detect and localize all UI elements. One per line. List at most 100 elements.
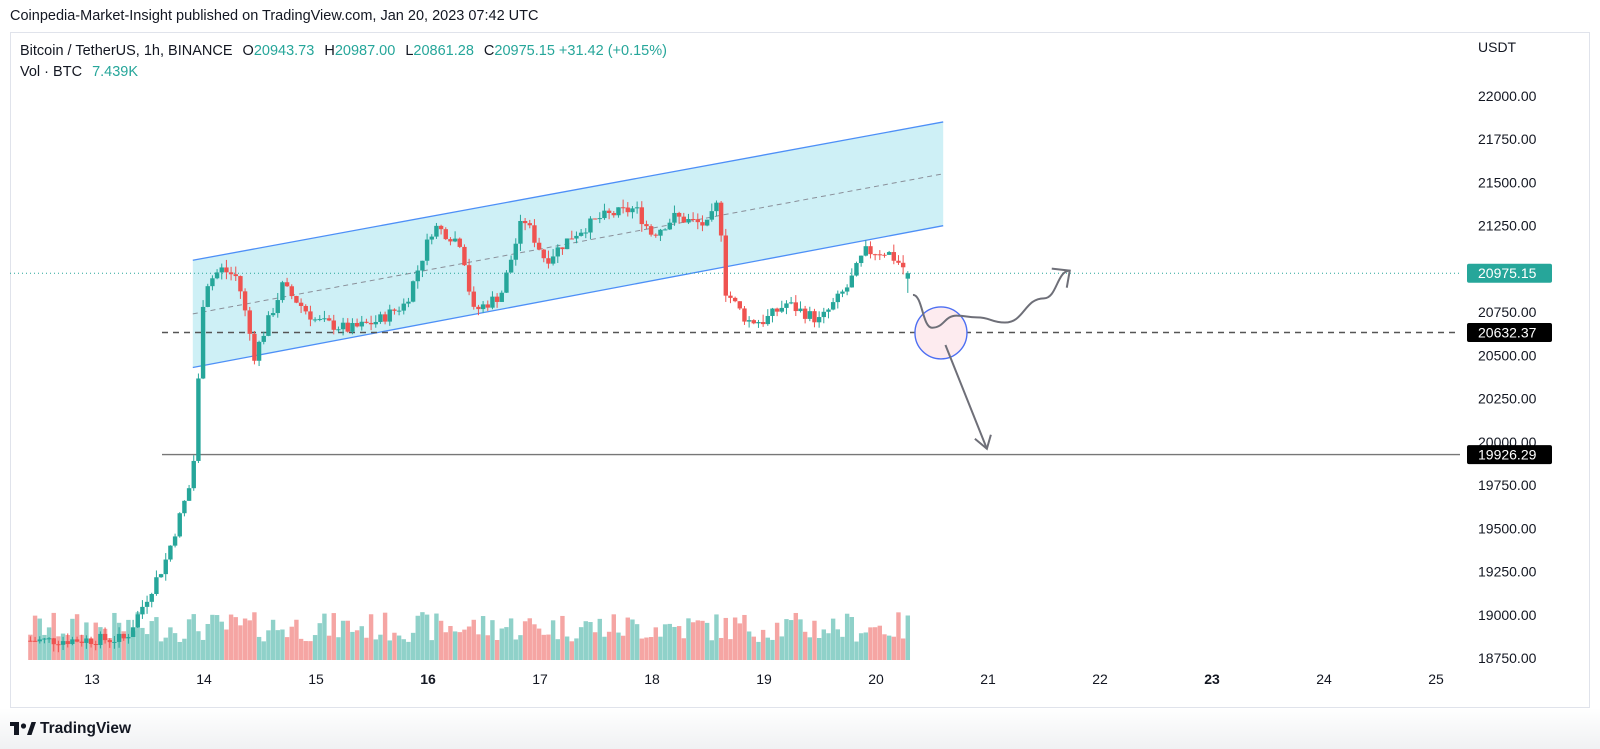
volume-label[interactable]: Vol · BTC [20, 64, 83, 80]
price-axis: USDT 22000.00 21750.00 21500.00 21250.00 2075… [1478, 39, 1537, 666]
volume-bar [312, 635, 318, 660]
candle-body [462, 246, 467, 266]
volume-bar [602, 636, 607, 660]
volume-bar [886, 635, 892, 660]
candle-body [770, 308, 775, 316]
level-tag-1-bg [1467, 445, 1552, 465]
volume-bar [868, 627, 873, 660]
volume-bar [667, 623, 672, 660]
volume-bar [662, 624, 668, 660]
volume-bar [336, 637, 341, 660]
volume-bar [756, 641, 761, 660]
candle-body [779, 307, 784, 312]
candle-body [56, 644, 61, 646]
volume-bar [317, 623, 322, 660]
candle-body [102, 633, 108, 641]
volume-bar [308, 641, 313, 660]
volume-bar [140, 627, 145, 660]
volume-bar [135, 612, 140, 660]
candle-body [336, 329, 341, 331]
volume-bar [322, 613, 327, 660]
volume-bar [826, 633, 831, 660]
volume-bar [168, 627, 173, 660]
candle-body [877, 254, 883, 256]
candle-body [438, 225, 444, 230]
candle-body [863, 246, 869, 256]
candle-body [280, 282, 285, 301]
candle-body [508, 259, 514, 273]
price-tick-label: 18750.00 [1478, 650, 1537, 666]
time-tick-label: 15 [308, 671, 324, 687]
volume-bar [406, 641, 411, 660]
volume-bar [289, 626, 294, 660]
volume-bar [611, 614, 616, 660]
candle-body [499, 292, 504, 302]
volume-bar [476, 634, 481, 660]
volume-bar [359, 626, 364, 660]
candle-body [606, 210, 612, 214]
symbol-label[interactable]: Bitcoin / TetherUS, 1h, BINANCE [20, 43, 233, 59]
volume-bar [191, 614, 196, 660]
tradingview-logo[interactable]: TradingView [10, 720, 131, 738]
volume-bar [79, 634, 84, 660]
bearish-arrow-head [974, 434, 992, 451]
legend-ohlc-row: Bitcoin / TetherUS, 1h, BINANCE O20943.7… [20, 41, 667, 62]
volume-bar [578, 627, 584, 660]
volume-bar [807, 637, 812, 660]
volume-bar [700, 620, 705, 660]
volume-bar [690, 622, 696, 660]
time-tick-label: 14 [196, 671, 212, 687]
candle-body [886, 252, 892, 255]
volume-bar [816, 637, 822, 660]
candle-body [154, 577, 159, 594]
candle-body [546, 258, 551, 264]
channel-lower-line [192, 225, 944, 369]
time-tick-label: 23 [1204, 671, 1220, 687]
candle-body [816, 317, 822, 323]
candle-body [588, 218, 593, 233]
chart-legend: Bitcoin / TetherUS, 1h, BINANCE O20943.7… [20, 41, 667, 83]
volume-bar [770, 639, 775, 660]
candle-body [522, 220, 528, 224]
level-tag-0-bg [1467, 322, 1552, 342]
volume-bar [620, 635, 626, 660]
volume-bar [205, 623, 210, 660]
volume-bar [373, 639, 378, 660]
volume-bar [210, 614, 215, 660]
candle-body [448, 239, 453, 242]
volume-bar [742, 614, 747, 660]
candle-body [312, 319, 318, 321]
close-value: 20975.15 [494, 43, 555, 59]
candle-body [854, 263, 859, 276]
time-tick-label: 16 [420, 671, 436, 687]
candle-body [135, 614, 140, 628]
price-axis-unit: USDT [1478, 39, 1517, 55]
volume-bar [555, 639, 560, 660]
volume-bar [900, 638, 906, 660]
candle-body [359, 321, 364, 327]
change-value: +31.42 (+0.15%) [558, 43, 667, 59]
volume-bar [280, 629, 285, 660]
candle-body [700, 222, 705, 226]
price-tick-label: 21250.00 [1478, 218, 1537, 234]
candle-body [471, 291, 476, 307]
candle-body [858, 255, 864, 264]
candle-body [555, 247, 560, 257]
candle-body [60, 641, 66, 645]
volume-bar [802, 631, 808, 660]
low-label: L [405, 43, 414, 59]
candle-body [868, 246, 873, 255]
candle-body [662, 229, 668, 231]
volume-bar [266, 630, 271, 660]
candle-body [532, 225, 537, 243]
candle-body [84, 638, 89, 643]
candle-body [490, 296, 495, 308]
candle-body [756, 322, 761, 324]
volume-bar [65, 635, 70, 660]
candle-body [620, 207, 626, 209]
volume-bar [378, 634, 383, 660]
candle-body [46, 638, 52, 640]
volume-bar [121, 631, 126, 660]
projection-annotations [912, 267, 1071, 451]
